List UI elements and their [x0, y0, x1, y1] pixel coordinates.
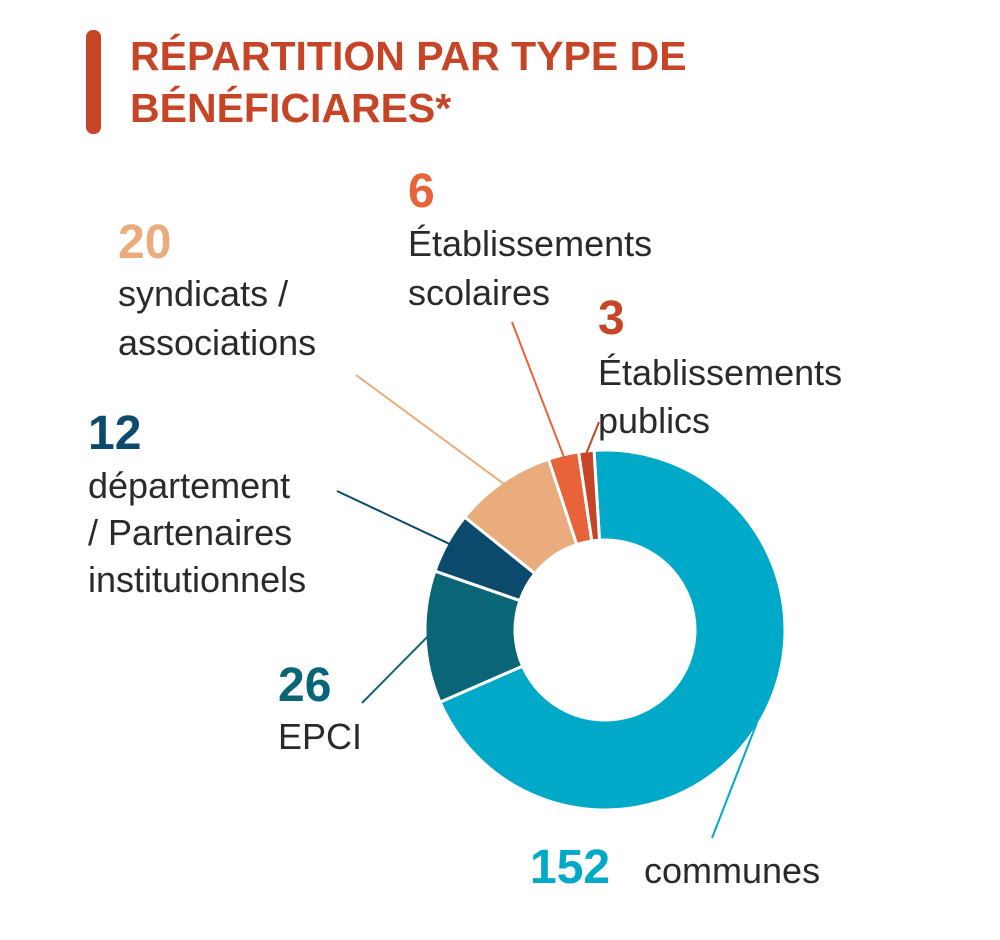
chart-title-line-1: RÉPARTITION PAR TYPE DE — [130, 33, 687, 79]
label-group-communes: 152 communes — [530, 841, 820, 894]
label-group-syndicats: 20 syndicats / associations — [118, 216, 316, 363]
data-label-name-etablissements-publics-line-1: Établissements — [598, 352, 842, 393]
label-group-etablissements-publics: 3 Établissements publics — [598, 292, 842, 441]
label-group-epci: 26 EPCI — [278, 659, 362, 757]
data-label-value-epci: 26 — [278, 659, 331, 712]
leader-line-etablissements-publics — [585, 421, 600, 454]
data-label-name-syndicats-line-1: syndicats / — [118, 273, 288, 314]
data-label-name-departement-line-3: institutionnels — [88, 559, 306, 600]
leader-line-departement — [336, 490, 450, 545]
chart-title: RÉPARTITION PAR TYPE DE BÉNÉFICIARES* — [130, 30, 970, 134]
data-label-name-communes: communes — [644, 850, 820, 891]
data-label-name-departement-line-2: / Partenaires — [88, 512, 292, 553]
data-label-name-departement-line-1: département — [88, 465, 290, 506]
data-label-value-communes: 152 — [530, 841, 610, 894]
data-label-value-departement: 12 — [88, 407, 141, 460]
donut-slices — [423, 448, 787, 812]
data-label-name-etablissements-scolaires-line-1: Établissements — [408, 223, 652, 264]
chart-title-line-2: BÉNÉFICIARES* — [130, 85, 452, 131]
leader-line-etablissements-scolaires — [511, 321, 565, 458]
data-label-name-etablissements-publics-line-2: publics — [598, 400, 710, 441]
data-label-name-etablissements-scolaires-line-2: scolaires — [408, 272, 550, 313]
leader-line-communes — [711, 722, 758, 839]
data-label-name-epci: EPCI — [278, 716, 362, 757]
data-label-value-syndicats: 20 — [118, 216, 171, 269]
label-group-departement: 12 département / Partenaires institution… — [88, 407, 306, 600]
leader-line-syndicats — [355, 374, 505, 485]
leader-line-epci — [361, 636, 428, 704]
data-label-name-syndicats-line-2: associations — [118, 322, 316, 363]
slice-etablissements-publics — [577, 448, 602, 543]
title-accent-bar — [86, 30, 101, 134]
label-group-etablissements-scolaires: 6 Établissements scolaires — [408, 165, 652, 313]
data-label-value-etablissements-publics: 3 — [598, 292, 625, 345]
slice-communes — [438, 448, 787, 812]
leader-lines — [336, 321, 758, 839]
data-label-value-etablissements-scolaires: 6 — [408, 165, 435, 218]
